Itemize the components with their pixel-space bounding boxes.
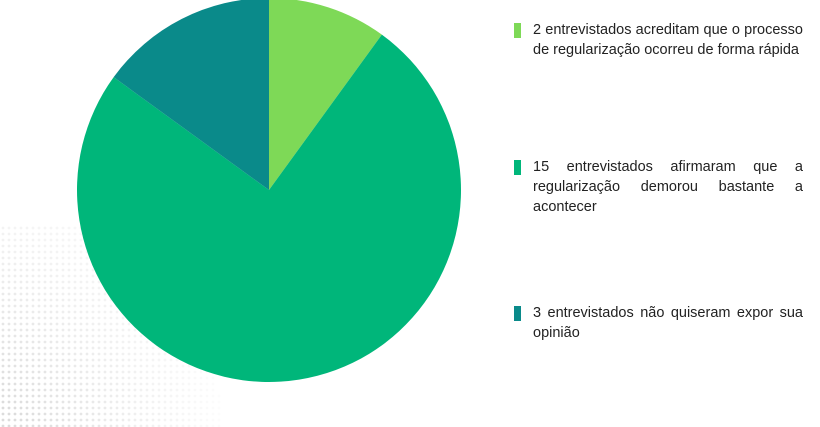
legend-swatch-slow	[514, 160, 521, 175]
legend-swatch-fast	[514, 23, 521, 38]
legend-item-slow: 15 entrevistados afirmaram que a regular…	[514, 157, 814, 217]
legend-label-no-opinion: 3 entrevistados não quiseram expor sua o…	[533, 305, 803, 341]
legend-label-fast: 2 entrevistados acreditam que o processo…	[533, 22, 803, 58]
legend-swatch-no-opinion	[514, 306, 521, 321]
legend-item-fast: 2 entrevistados acreditam que o processo…	[514, 20, 814, 60]
legend-item-no-opinion: 3 entrevistados não quiseram expor sua o…	[514, 303, 814, 343]
pie-slice-no-opinion	[113, 0, 269, 190]
pie-slice-slow	[77, 34, 462, 383]
legend-label-slow: 15 entrevistados afirmaram que a regular…	[533, 159, 803, 215]
pie-plot-area	[77, 0, 462, 383]
pie-slice-fast	[269, 0, 382, 190]
